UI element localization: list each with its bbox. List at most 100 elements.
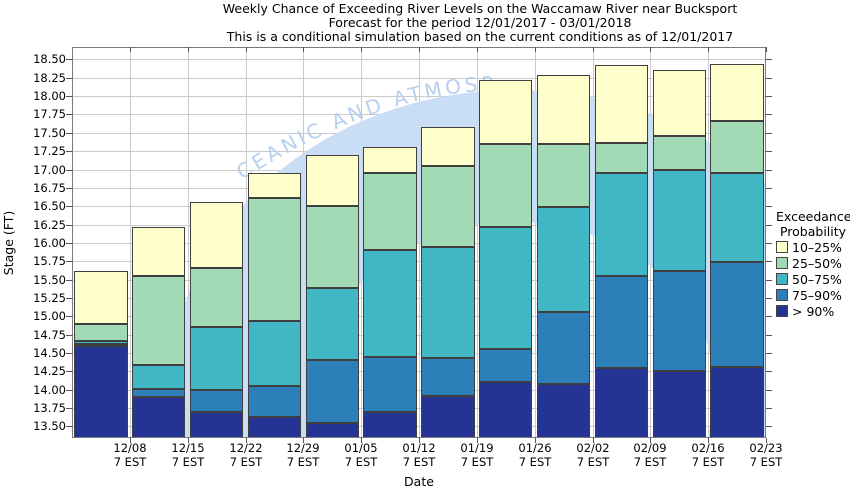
- bar-segment: [306, 206, 359, 288]
- bar-segment: [479, 80, 532, 144]
- y-tick-mark-left: [66, 133, 72, 134]
- y-axis-tick-label: 13.50: [33, 419, 66, 433]
- bar-segment: [132, 365, 185, 389]
- y-axis-tick-label: 15.50: [33, 273, 66, 287]
- y-tick-mark-right: [766, 225, 772, 226]
- bar-segment: [710, 173, 764, 262]
- bar-segment: [248, 417, 301, 438]
- bar-segment: [479, 144, 532, 227]
- legend-entry: 10–25%: [776, 239, 850, 255]
- gridline-vertical: [130, 47, 131, 438]
- y-tick-mark-right: [766, 426, 772, 427]
- y-tick-mark-left: [66, 243, 72, 244]
- x-tick-date: 01/12: [402, 441, 436, 455]
- x-axis-tick-label: 02/02 7 EST: [567, 441, 619, 469]
- y-axis-tick-label: 15.25: [33, 291, 66, 305]
- bar-segment: [132, 227, 185, 276]
- x-tick-mark-top: [188, 47, 189, 52]
- x-tick-mark-bottom: [361, 438, 362, 443]
- y-tick-mark-right: [766, 298, 772, 299]
- x-tick-date: 02/23: [749, 441, 783, 455]
- x-tick-mark-bottom: [708, 438, 709, 443]
- y-tick-mark-left: [66, 353, 72, 354]
- y-axis-tick-label: 16.25: [33, 218, 66, 232]
- bar-segment: [595, 65, 648, 143]
- x-axis-title: Date: [404, 474, 434, 489]
- legend-rows: 10–25% 25–50% 50–75% 75–90% > 90%: [776, 239, 850, 319]
- x-tick-mark-bottom: [303, 438, 304, 443]
- x-tick-time: 7 EST: [576, 455, 610, 469]
- bar-segment: [248, 198, 301, 321]
- x-tick-mark-bottom: [188, 438, 189, 443]
- x-axis-tick-label: 02/16 7 EST: [682, 441, 734, 469]
- y-tick-mark-right: [766, 408, 772, 409]
- bar-segment: [363, 357, 417, 412]
- legend-entry: 75–90%: [776, 287, 850, 303]
- bar-segment: [363, 250, 417, 357]
- x-tick-time: 7 EST: [171, 455, 205, 469]
- y-axis-tick-label: 14.25: [33, 364, 66, 378]
- legend-entry-label: 75–90%: [792, 287, 842, 303]
- bar-segment: [248, 321, 301, 386]
- legend-swatch: [776, 257, 788, 270]
- y-tick-mark-right: [766, 188, 772, 189]
- bar-segment: [132, 276, 185, 365]
- legend-swatch: [776, 305, 788, 318]
- x-axis-tick-label: 01/26 7 EST: [509, 441, 561, 469]
- x-tick-mark-bottom: [766, 438, 767, 443]
- x-tick-mark-top: [650, 47, 651, 52]
- legend-entry-label: 25–50%: [792, 255, 842, 271]
- y-tick-mark-right: [766, 280, 772, 281]
- x-axis-tick-label: 12/15 7 EST: [162, 441, 214, 469]
- bar-segment: [421, 247, 475, 358]
- y-tick-mark-right: [766, 390, 772, 391]
- x-axis-tick-label: 01/12 7 EST: [393, 441, 445, 469]
- x-tick-mark-top: [303, 47, 304, 52]
- x-tick-date: 02/16: [691, 441, 725, 455]
- x-tick-time: 7 EST: [229, 455, 263, 469]
- x-axis-tick-label: 01/19 7 EST: [451, 441, 503, 469]
- bar-segment: [421, 127, 475, 166]
- x-tick-date: 02/02: [576, 441, 610, 455]
- bar-segment: [537, 312, 590, 384]
- y-axis-tick-label: 15.75: [33, 254, 66, 268]
- legend: Exceedance Probability 10–25% 25–50% 50–75…: [776, 209, 850, 319]
- x-tick-time: 7 EST: [402, 455, 436, 469]
- bar-segment: [595, 368, 648, 438]
- x-tick-mark-bottom: [535, 438, 536, 443]
- bar-segment: [537, 384, 590, 438]
- legend-entry: > 90%: [776, 303, 850, 319]
- bar-segment: [74, 341, 128, 344]
- legend-title-line-2: Probability: [779, 224, 847, 239]
- gridline-vertical: [188, 47, 189, 438]
- y-tick-mark-right: [766, 170, 772, 171]
- bar-segment: [653, 371, 706, 438]
- x-tick-mark-top: [246, 47, 247, 52]
- y-axis-tick-label: 18.00: [33, 89, 66, 103]
- bar-segment: [710, 367, 764, 438]
- bar-segment: [190, 412, 243, 438]
- bar-segment: [132, 389, 185, 397]
- x-tick-time: 7 EST: [518, 455, 552, 469]
- y-tick-mark-right: [766, 353, 772, 354]
- bar-segment: [595, 173, 648, 276]
- x-tick-time: 7 EST: [460, 455, 494, 469]
- y-tick-mark-left: [66, 96, 72, 97]
- y-tick-mark-right: [766, 114, 772, 115]
- x-tick-time: 7 EST: [113, 455, 147, 469]
- x-tick-mark-bottom: [419, 438, 420, 443]
- bar-segment: [421, 166, 475, 247]
- y-tick-mark-left: [66, 78, 72, 79]
- gridline-vertical: [477, 47, 478, 438]
- y-tick-mark-right: [766, 206, 772, 207]
- legend-entry-label: 10–25%: [792, 239, 842, 255]
- bar-segment: [74, 344, 128, 346]
- y-tick-mark-left: [66, 316, 72, 317]
- y-axis-tick-label: 17.50: [33, 126, 66, 140]
- bar-segment: [479, 227, 532, 349]
- y-tick-mark-left: [66, 114, 72, 115]
- x-tick-date: 02/09: [633, 441, 667, 455]
- bar-segment: [595, 276, 648, 368]
- x-tick-mark-top: [766, 47, 767, 52]
